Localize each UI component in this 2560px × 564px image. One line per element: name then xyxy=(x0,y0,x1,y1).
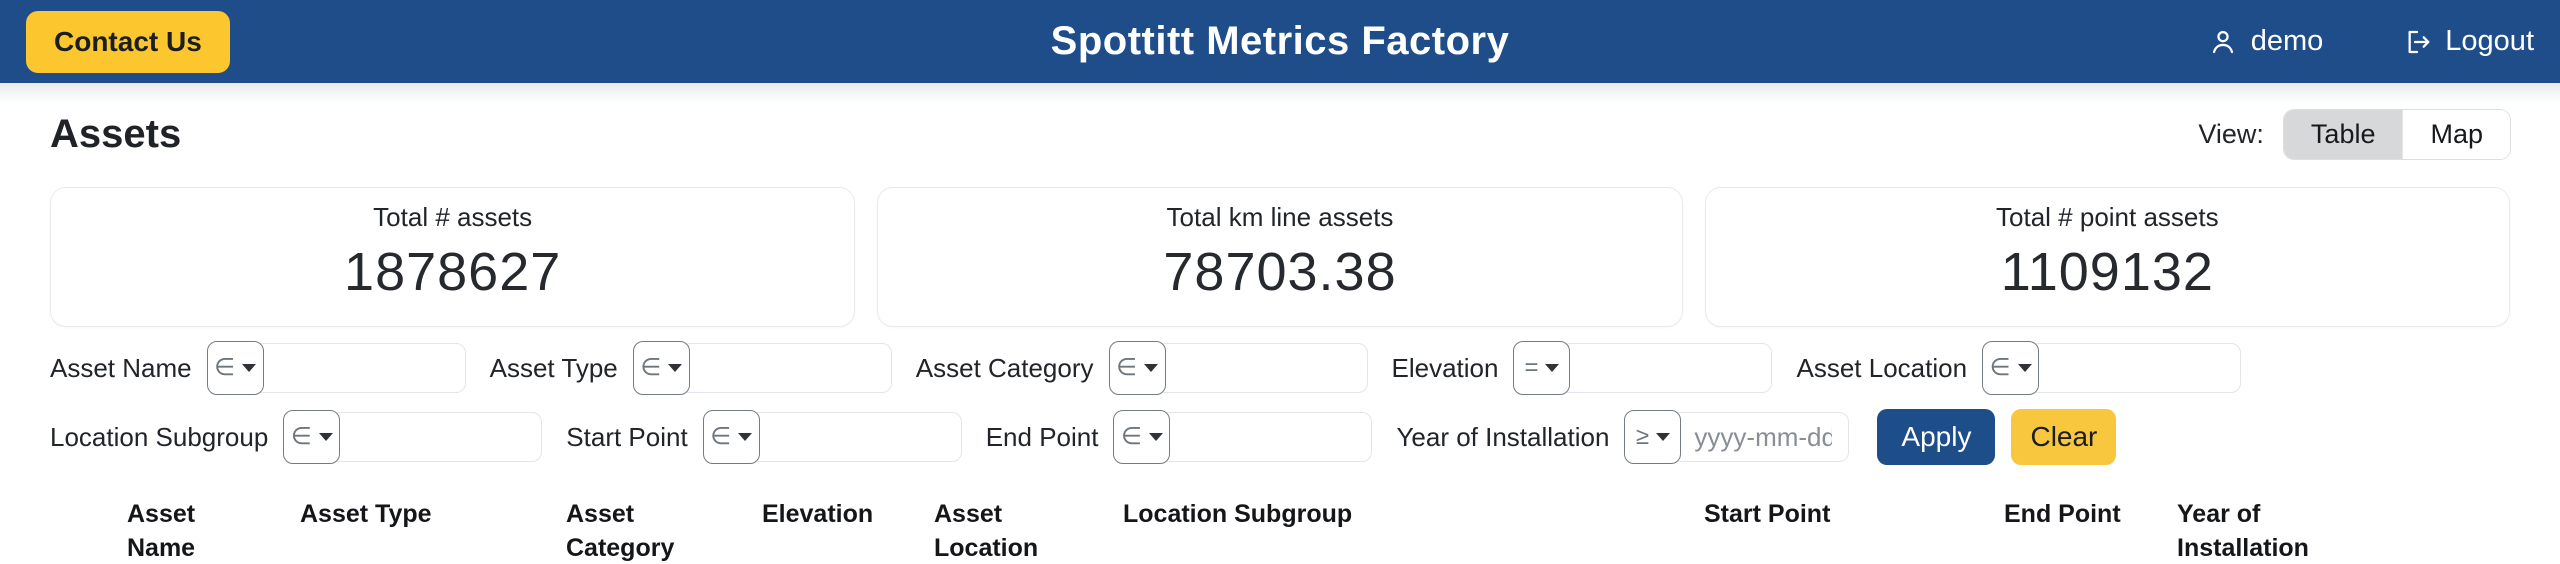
filter-location-subgroup: Location Subgroup ∈ xyxy=(50,410,543,464)
filter-label: End Point xyxy=(985,421,1099,452)
column-header-start-point: Start Point xyxy=(1704,500,1831,528)
column-header-elevation: Elevation xyxy=(762,500,874,528)
filter-row-2: Location Subgroup ∈ Start Point ∈ End Po… xyxy=(50,409,2510,465)
filter-year-of-installation: Year of Installation ≥ xyxy=(1396,410,1850,464)
asset-location-input[interactable] xyxy=(2029,343,2242,393)
user-name: demo xyxy=(2250,25,2324,57)
column-header-asset-name: Asset Name xyxy=(127,500,196,562)
column-header-end-point: End Point xyxy=(2004,500,2121,528)
app-title: Spottitt Metrics Factory xyxy=(1050,19,1510,63)
filter-label: Asset Name xyxy=(50,352,192,383)
page-header: Assets View: Table Map xyxy=(0,105,2560,163)
column-header-location-subgroup: Location Subgroup xyxy=(1123,500,1353,528)
chevron-down-icon xyxy=(1545,364,1560,372)
chevron-down-icon xyxy=(242,364,257,372)
filter-asset-name: Asset Name ∈ xyxy=(50,341,466,395)
filter-end-point: End Point ∈ xyxy=(986,410,1373,464)
filter-label: Year of Installation xyxy=(1396,421,1610,452)
navbar-right: demo Logout xyxy=(2207,25,2534,58)
stat-card-point-assets: Total # point assets 1109132 xyxy=(1704,187,2510,327)
end-point-input[interactable] xyxy=(1160,412,1373,462)
stat-value: 1109132 xyxy=(2000,242,2214,302)
view-table-button[interactable]: Table xyxy=(2283,109,2403,159)
elevation-operator-dropdown[interactable]: = xyxy=(1513,341,1571,395)
contact-us-button[interactable]: Contact Us xyxy=(26,10,230,73)
year-operator-dropdown[interactable]: ≥ xyxy=(1624,410,1682,464)
stat-card-total-assets: Total # assets 1878627 xyxy=(50,187,856,327)
asset-name-input[interactable] xyxy=(253,343,466,393)
end-point-operator-dropdown[interactable]: ∈ xyxy=(1113,410,1171,464)
start-point-operator-dropdown[interactable]: ∈ xyxy=(702,410,760,464)
column-header-asset-type: Asset Type xyxy=(300,500,432,528)
asset-type-operator-dropdown[interactable]: ∈ xyxy=(632,341,690,395)
filter-label: Location Subgroup xyxy=(50,421,269,452)
chevron-down-icon xyxy=(1656,433,1670,441)
asset-category-operator-dropdown[interactable]: ∈ xyxy=(1108,341,1166,395)
stat-cards: Total # assets 1878627 Total km line ass… xyxy=(50,187,2510,327)
chevron-down-icon xyxy=(738,433,753,441)
column-header-asset-location: Asset Location xyxy=(934,500,1039,562)
logout-label: Logout xyxy=(2445,25,2534,57)
stat-value: 78703.38 xyxy=(1163,242,1397,302)
table-header-row: Asset Name Asset Type Asset Category Ele… xyxy=(48,491,2512,564)
filter-start-point: Start Point ∈ xyxy=(566,410,962,464)
top-navbar: Contact Us Spottitt Metrics Factory demo… xyxy=(0,0,2560,83)
view-switch: View: Table Map xyxy=(2198,109,2510,159)
filter-label: Asset Category xyxy=(915,352,1094,383)
user-menu[interactable]: demo xyxy=(2207,25,2324,58)
chevron-down-icon xyxy=(1148,433,1163,441)
filter-elevation: Elevation = xyxy=(1392,341,1773,395)
chevron-down-icon xyxy=(1143,364,1158,372)
location-subgroup-input[interactable] xyxy=(330,412,543,462)
filter-asset-type: Asset Type ∈ xyxy=(490,341,892,395)
asset-category-input[interactable] xyxy=(1155,343,1368,393)
stat-value: 1878627 xyxy=(344,242,562,302)
filter-label: Asset Location xyxy=(1796,352,1968,383)
page-title: Assets xyxy=(50,111,182,156)
view-segmented-control: Table Map xyxy=(2283,109,2510,159)
stat-label: Total # assets xyxy=(373,202,533,232)
filter-label: Asset Type xyxy=(489,352,618,383)
chevron-down-icon xyxy=(668,364,683,372)
filter-label: Start Point xyxy=(566,421,688,452)
clear-button[interactable]: Clear xyxy=(2011,409,2117,465)
navbar-shadow xyxy=(0,83,2560,105)
column-header-year-of-installation: Year of Installation xyxy=(2177,500,2309,562)
year-of-installation-input[interactable] xyxy=(1671,412,1850,462)
stat-card-km-line-assets: Total km line assets 78703.38 xyxy=(877,187,1683,327)
assets-table: Asset Name Asset Type Asset Category Ele… xyxy=(48,491,2512,564)
filter-row-1: Asset Name ∈ Asset Type ∈ Asset Category… xyxy=(50,341,2510,395)
chevron-down-icon xyxy=(2017,364,2032,372)
asset-location-operator-dropdown[interactable]: ∈ xyxy=(1982,341,2040,395)
column-header-asset-category: Asset Category xyxy=(566,500,675,562)
asset-type-input[interactable] xyxy=(679,343,892,393)
logout-icon xyxy=(2401,26,2433,58)
view-label: View: xyxy=(2198,118,2264,149)
filter-label: Elevation xyxy=(1391,352,1499,383)
stat-label: Total km line assets xyxy=(1166,202,1394,232)
apply-button[interactable]: Apply xyxy=(1877,409,1996,465)
view-map-button[interactable]: Map xyxy=(2402,109,2510,159)
asset-name-operator-dropdown[interactable]: ∈ xyxy=(206,341,264,395)
elevation-input[interactable] xyxy=(1560,343,1773,393)
user-icon xyxy=(2207,26,2239,58)
start-point-input[interactable] xyxy=(749,412,962,462)
filter-asset-category: Asset Category ∈ xyxy=(916,341,1368,395)
chevron-down-icon xyxy=(318,433,333,441)
stat-label: Total # point assets xyxy=(1996,202,2219,232)
location-subgroup-operator-dropdown[interactable]: ∈ xyxy=(283,410,341,464)
filter-asset-location: Asset Location ∈ xyxy=(1796,341,2242,395)
logout-button[interactable]: Logout xyxy=(2401,25,2534,58)
